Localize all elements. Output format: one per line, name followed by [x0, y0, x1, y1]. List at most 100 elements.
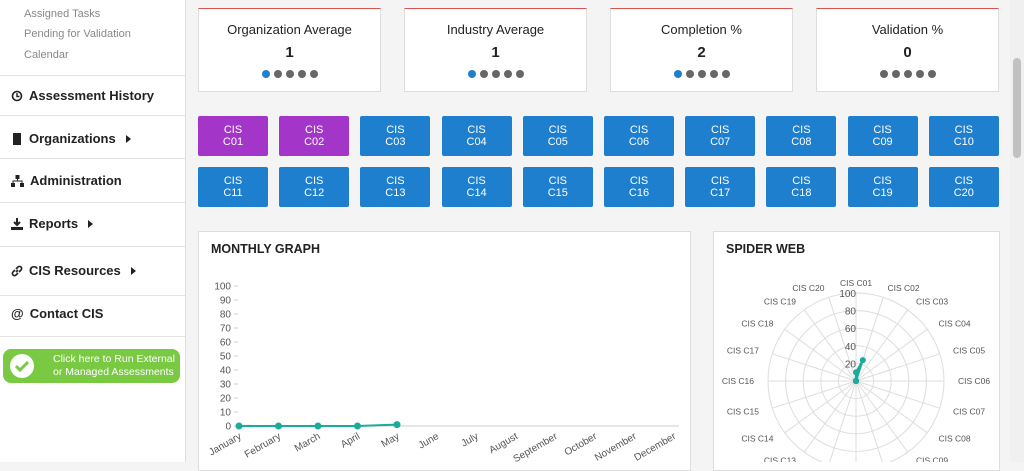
separator: [0, 336, 185, 337]
separator: [0, 75, 185, 76]
pager-dots: [199, 70, 380, 78]
card-title: Completion %: [661, 22, 742, 37]
point: [354, 422, 361, 430]
pager-dots: [817, 70, 998, 78]
cis-button[interactable]: CIS C20: [928, 167, 999, 207]
menu-label: Contact CIS: [29, 306, 104, 321]
cis-button[interactable]: CIS C07: [685, 116, 756, 156]
card-value: 2: [697, 44, 706, 61]
cis-button[interactable]: CIS C06: [604, 116, 674, 156]
x-tick-label: July: [460, 431, 481, 449]
card-value: 1: [285, 44, 294, 61]
cis-button[interactable]: CIS C11: [198, 167, 268, 207]
separator: [0, 158, 185, 159]
panel-title: SPIDER WEB: [726, 242, 806, 256]
y-tick-label: 20: [220, 394, 232, 405]
cis-button[interactable]: CIS C14: [441, 167, 512, 207]
menu-item[interactable]: CIS Resources: [11, 263, 136, 278]
card-title: Validation %: [871, 22, 944, 37]
icon: [11, 265, 23, 276]
cis-button[interactable]: CIS C05: [522, 116, 593, 156]
menu-subitem[interactable]: Pending for Validation: [24, 28, 131, 40]
spoke: [803, 309, 857, 382]
point: [275, 422, 282, 430]
pager-dot: [673, 70, 682, 78]
run-button-label: Click here to Run External or Managed As…: [53, 353, 175, 378]
scroll-thumb[interactable]: [1013, 58, 1021, 158]
cis-button[interactable]: CIS C18: [766, 167, 837, 207]
cis-button[interactable]: CIS C04: [441, 116, 512, 156]
cis-button[interactable]: CIS C02: [279, 116, 350, 156]
cis-button[interactable]: CIS C15: [522, 167, 593, 207]
pager-dot: [515, 70, 524, 78]
r-tick-label: 100: [839, 289, 856, 300]
spoke: [855, 353, 940, 382]
check-icon: [10, 354, 34, 378]
caret: [130, 266, 136, 275]
axis-label: CIS C03: [916, 297, 948, 307]
y-tick-label: 70: [220, 324, 232, 335]
run-assessment-button[interactable]: Click here to Run External or Managed As…: [3, 349, 180, 383]
cis-button[interactable]: CIS C16: [604, 167, 674, 207]
menu-item[interactable]: Organizations: [11, 131, 131, 146]
caret: [88, 219, 94, 228]
card-title: Industry Average: [446, 22, 545, 37]
x-tick-label: June: [417, 431, 442, 452]
axis-label: CIS C18: [741, 318, 773, 328]
pager-dot: [479, 70, 488, 78]
menu-label: Assessment History: [29, 88, 154, 103]
point: [853, 378, 859, 384]
pager-dot: [697, 70, 706, 78]
y-tick-label: 90: [220, 296, 232, 307]
x-tick-label: March: [293, 431, 323, 454]
spoke: [772, 353, 857, 382]
pager-dot: [915, 70, 924, 78]
pager-dot: [685, 70, 694, 78]
icon: [11, 90, 23, 101]
axis-label: CIS C02: [888, 283, 920, 293]
point: [314, 422, 322, 430]
cis-button[interactable]: CIS C01: [198, 116, 268, 156]
y-tick-label: 50: [220, 352, 232, 363]
stat-card: Organization Average 1: [198, 8, 381, 92]
pager-dot: [467, 70, 476, 78]
menu-subitem[interactable]: Assigned Tasks: [24, 8, 101, 20]
cis-button[interactable]: CIS C09: [847, 116, 918, 156]
x-tick-label: May: [380, 431, 402, 450]
menu-item[interactable]: Administration: [11, 173, 122, 188]
cis-button[interactable]: CIS C08: [766, 116, 837, 156]
spoke: [772, 380, 857, 409]
y-tick-label: 100: [214, 282, 231, 293]
separator: [0, 295, 185, 296]
point: [393, 421, 401, 429]
scrollbar[interactable]: [1010, 0, 1024, 462]
axis-label: CIS C04: [939, 318, 971, 328]
x-tick-label: November: [593, 431, 639, 462]
x-tick-label: February: [243, 431, 283, 461]
r-tick-label: 40: [845, 342, 857, 353]
cis-button[interactable]: CIS C12: [279, 167, 350, 207]
axis-label: CIS C08: [939, 434, 971, 444]
axis-label: CIS C19: [764, 297, 796, 307]
menu-item[interactable]: Assessment History: [11, 88, 154, 103]
y-tick-label: 60: [220, 338, 232, 349]
spoke: [803, 380, 857, 453]
cis-button[interactable]: CIS C13: [360, 167, 431, 207]
menu-item[interactable]: Reports: [11, 216, 94, 231]
cis-button[interactable]: CIS C17: [685, 167, 756, 207]
axis-label: CIS C05: [953, 346, 985, 356]
pager-dot: [879, 70, 888, 78]
menu-subitem[interactable]: Calendar: [24, 49, 69, 61]
axis-label: CIS C09: [916, 455, 948, 462]
pager-dot: [261, 70, 270, 78]
spoke: [784, 328, 857, 382]
cis-button[interactable]: CIS C03: [360, 116, 431, 156]
spoke: [829, 380, 857, 462]
menu-item[interactable]: @ Contact CIS: [11, 306, 103, 321]
axis-label: CIS C20: [792, 283, 824, 293]
cis-button[interactable]: CIS C19: [847, 167, 918, 207]
cis-button[interactable]: CIS C10: [928, 116, 999, 156]
point: [853, 369, 859, 376]
spoke: [828, 297, 857, 382]
